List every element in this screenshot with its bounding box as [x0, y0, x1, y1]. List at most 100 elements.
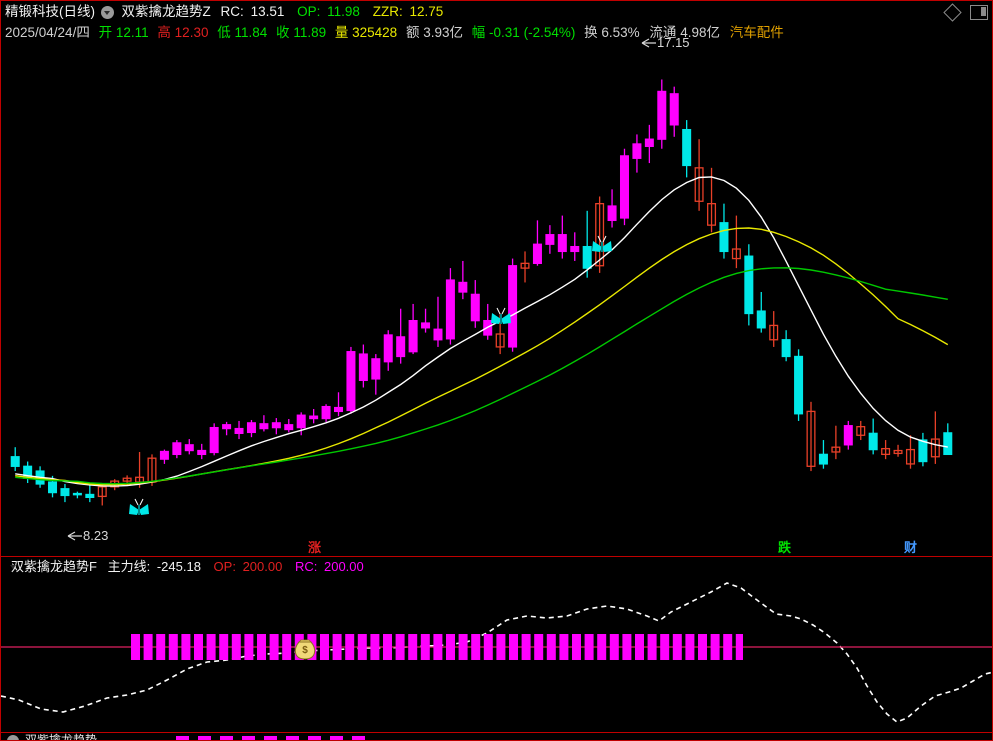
- histogram-bar: [320, 634, 329, 660]
- butterfly-signal-icon: [592, 235, 612, 252]
- histogram-bar: [735, 634, 743, 660]
- subpanel-rc-value: 200.00: [323, 559, 364, 574]
- histogram-bar: [383, 634, 392, 660]
- histogram-bar: [194, 634, 203, 660]
- histogram-bar: [698, 634, 707, 660]
- oscillator-line: [1, 582, 992, 723]
- change-label: 幅: [471, 25, 486, 41]
- volume-value: 325428: [352, 25, 398, 41]
- subpanel-op-label: OP:: [213, 559, 236, 574]
- quote-bar: 2025/04/24/四 开 12.11 高 12.30 低 11.84 收 1…: [1, 23, 992, 43]
- turnover-value: 6.53%: [601, 25, 640, 41]
- histogram-bar: [483, 634, 493, 660]
- stock-name[interactable]: 精锻科技(日线): [5, 4, 95, 20]
- histogram-bar: [420, 634, 430, 660]
- histogram-bar: [496, 634, 506, 660]
- close-value: 11.89: [293, 25, 327, 41]
- histogram-bar: [156, 634, 166, 660]
- quote-date: 2025/04/24/四: [5, 25, 90, 41]
- histogram-bar: [143, 634, 153, 660]
- histogram-bar: [206, 634, 216, 660]
- histogram-bar: [609, 634, 619, 660]
- histogram-bar: [219, 634, 229, 660]
- histogram-bar: [647, 634, 657, 660]
- change-value: -0.31: [489, 25, 520, 41]
- oscillator-panel[interactable]: $: [1, 576, 992, 731]
- sector-label[interactable]: 汽车配件: [729, 25, 784, 41]
- histogram-bar: [597, 634, 607, 660]
- candlestick-panel[interactable]: [1, 44, 992, 556]
- arrow-left-icon: [67, 531, 82, 541]
- chart-header-primary: 精锻科技(日线) 双紫擒龙趋势Z RC: 13.51 OP: 11.98 ZZR…: [1, 1, 992, 23]
- histogram-bar: [269, 634, 279, 660]
- op-label: OP:: [297, 4, 321, 20]
- histogram-bar: [710, 634, 720, 660]
- histogram-bar: [433, 634, 443, 660]
- histogram-bar: [131, 634, 140, 660]
- open-value: 12.11: [115, 25, 149, 41]
- signal-mark: 财: [904, 540, 918, 555]
- low-price-annotation: 8.23: [67, 528, 108, 543]
- change-pct: (-2.54%): [523, 25, 576, 41]
- high-label: 高: [157, 25, 171, 41]
- indicator-name[interactable]: 双紫擒龙趋势Z: [121, 4, 211, 20]
- histogram-bar: [446, 634, 455, 660]
- histogram-bar: [395, 634, 405, 660]
- amount-label: 额: [405, 25, 420, 41]
- float-label: 流通: [649, 25, 677, 41]
- histogram-bar: [509, 634, 518, 660]
- svg-text:$: $: [302, 645, 308, 656]
- histogram-bar: [357, 634, 367, 660]
- histogram-bar: [168, 634, 178, 660]
- op-value: 11.98: [327, 4, 360, 20]
- third-panel-canvas: 双紫擒龙趋势: [7, 733, 365, 741]
- zzr-value: 12.75: [409, 4, 444, 20]
- main-line-value: -245.18: [156, 559, 201, 574]
- panel-divider-2: [1, 732, 992, 733]
- low-price-text: 8.23: [83, 528, 109, 543]
- histogram-bar: [635, 634, 644, 660]
- histogram-bar: [458, 634, 468, 660]
- signal-mark: 跌: [778, 540, 792, 555]
- histogram-bar: [332, 634, 342, 660]
- money-bag-icon: $: [294, 639, 316, 660]
- high-price-text: 17.15: [657, 35, 690, 50]
- svg-text:双紫擒龙趋势: 双紫擒龙趋势: [25, 733, 97, 741]
- rc-label: RC:: [220, 4, 244, 20]
- histogram-bar: [672, 634, 682, 660]
- histogram-bar: [660, 634, 670, 660]
- butterfly-signal-icon: [129, 498, 149, 515]
- histogram-bar: [685, 634, 695, 660]
- third-panel-clipped[interactable]: 双紫擒龙趋势: [1, 733, 992, 741]
- histogram-bar: [231, 634, 241, 660]
- histogram-bar: [257, 634, 266, 660]
- subpanel-op-value: 200.00: [242, 559, 283, 574]
- rc-value: 13.51: [250, 4, 285, 20]
- volume-label: 量: [334, 25, 349, 41]
- histogram-bar: [471, 634, 481, 660]
- diamond-icon[interactable]: [942, 3, 962, 22]
- histogram-bar: [181, 634, 191, 660]
- histogram-bar: [572, 634, 581, 660]
- panel-divider-1: [1, 556, 992, 557]
- high-price-annotation: 17.15: [641, 35, 690, 50]
- candlestick-canvas: [10, 79, 953, 515]
- histogram-bar: [408, 634, 418, 660]
- chevron-down-icon[interactable]: [100, 5, 114, 19]
- low-label: 低: [217, 25, 231, 41]
- histogram-bar: [723, 634, 733, 660]
- butterfly-signal-icon: [491, 307, 511, 324]
- signal-mark: 涨: [308, 540, 322, 555]
- histogram-bar: [534, 634, 544, 660]
- oscillator-canvas: $: [1, 582, 992, 723]
- turnover-label: 换: [584, 25, 598, 41]
- histogram-bar: [370, 634, 380, 660]
- amount-value: 3.93亿: [423, 25, 463, 41]
- float-value: 4.98亿: [680, 25, 720, 41]
- subpanel-rc-label: RC:: [294, 559, 318, 574]
- histogram-bar: [521, 634, 531, 660]
- subpanel-indicator-name[interactable]: 双紫擒龙趋势F: [11, 559, 97, 574]
- histogram-bar: [584, 634, 594, 660]
- panel-icon[interactable]: [970, 5, 988, 21]
